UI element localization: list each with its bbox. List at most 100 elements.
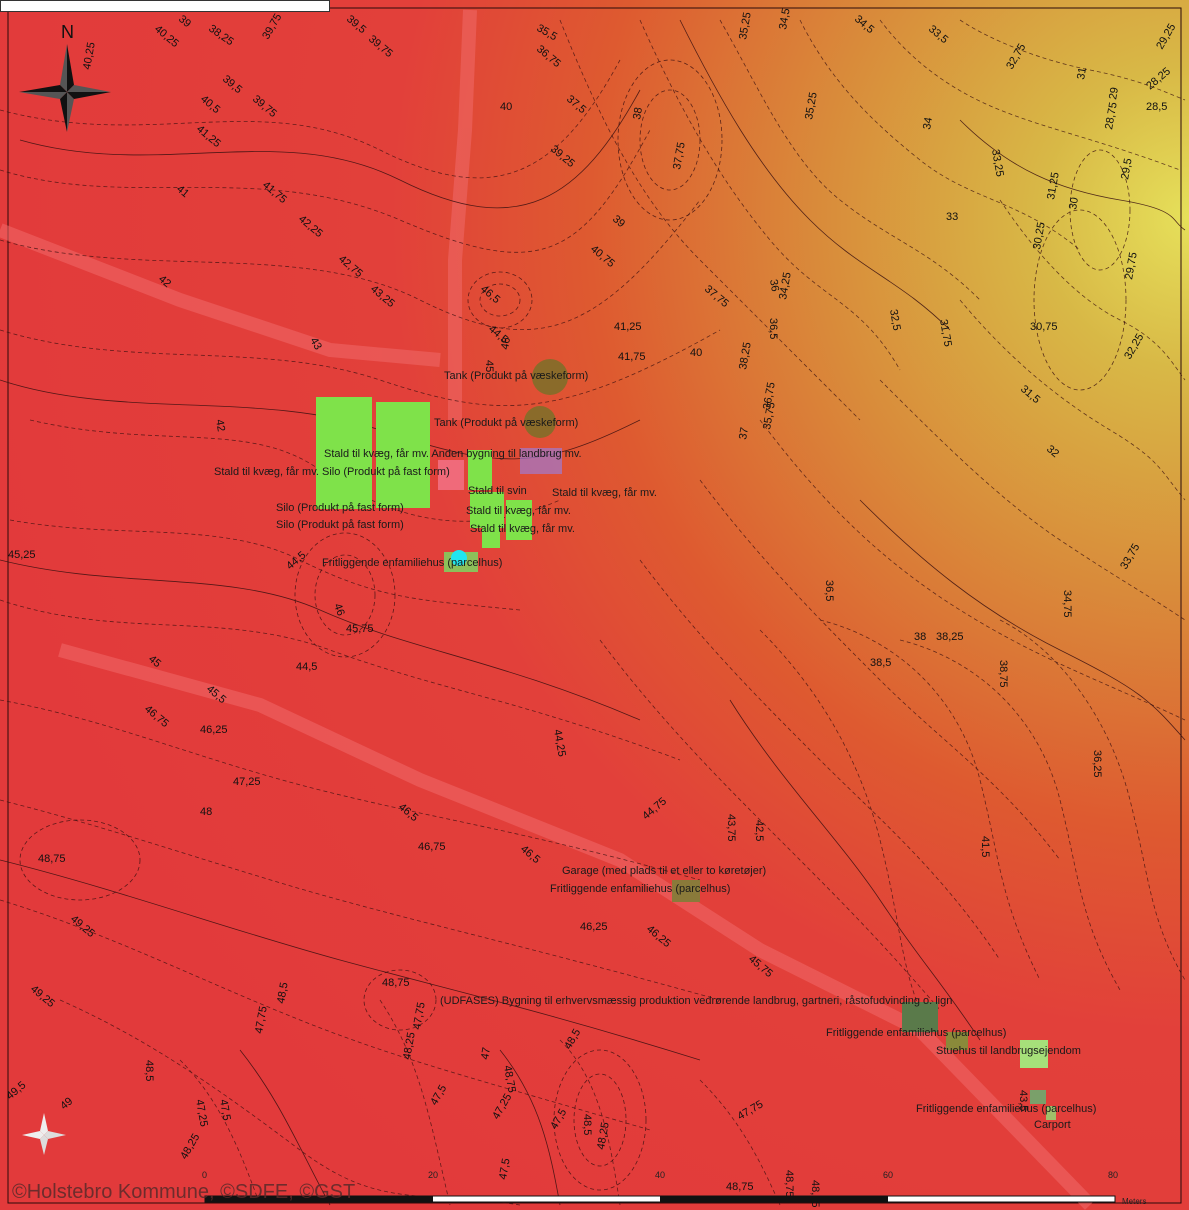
building-stald-3[interactable]: [520, 448, 562, 474]
contour-label: 46,25: [580, 921, 608, 933]
contour-label: 45,75: [346, 623, 374, 635]
contour-label: 48: [200, 806, 212, 818]
contour-label: 48,75: [38, 853, 66, 865]
building-anden[interactable]: [438, 460, 464, 490]
contour-lines: [0, 19, 1186, 1206]
building-tank-1[interactable]: [532, 359, 568, 395]
contour-label: 34: [921, 116, 935, 130]
contour-label: 38: [914, 631, 926, 643]
contour-label: 32,5: [887, 308, 903, 331]
contour-label: 36: [767, 278, 781, 292]
building-stald-2[interactable]: [376, 402, 430, 508]
building-stald-1[interactable]: [316, 397, 372, 509]
contour-label: 46: [499, 336, 513, 350]
contour-label: 29: [1107, 86, 1121, 100]
contour-label: 34,5: [777, 7, 793, 30]
building-stuehus[interactable]: [1020, 1040, 1048, 1068]
contour-label: 36,25: [1091, 750, 1103, 778]
building-stald-5[interactable]: [506, 500, 532, 540]
contour-label: 29,75: [1123, 251, 1140, 280]
contour-label: 37,75: [671, 141, 688, 170]
building-label: Stald til svin: [468, 485, 527, 497]
contour-label: 48,75: [382, 977, 410, 989]
building-label: Stald til kvæg, får mv. Anden bygning ti…: [324, 448, 582, 460]
scale-unit: Meters: [1122, 1197, 1146, 1206]
contour-label: 28,75: [1103, 101, 1120, 130]
contour-label: 47,75: [411, 1001, 428, 1030]
contour-label: 48,75: [726, 1181, 754, 1193]
contour-label: 46: [331, 602, 346, 618]
contour-label: 43: [307, 336, 324, 353]
building-label: Silo (Produkt på fast form): [276, 519, 404, 531]
building-udfases[interactable]: [902, 1002, 938, 1032]
contour-label: 38,25: [936, 631, 964, 643]
contour-label: 35,25: [803, 91, 820, 120]
contour-label: 33,25: [989, 148, 1006, 177]
building-label: Fritliggende enfamiliehus (parcelhus): [916, 1103, 1096, 1115]
contour-label: 48,5: [275, 981, 291, 1004]
contour-label: 38: [631, 106, 645, 120]
building-label: Carport: [1034, 1119, 1071, 1131]
contour-label: 48,5: [143, 1060, 155, 1081]
contour-label: 47,25: [193, 1098, 210, 1127]
contour-label: 40: [690, 347, 702, 359]
contour-label: 47,5: [497, 1157, 513, 1180]
building-label: Fritliggende enfamiliehus (parcelhus): [550, 883, 730, 895]
building-label: Silo (Produkt på fast form): [276, 502, 404, 514]
contour-label: 42: [213, 418, 227, 432]
contour-label: 41,75: [618, 351, 646, 363]
contour-label: 35,75: [761, 401, 778, 430]
contour-label: 28,5: [1146, 101, 1167, 113]
contour-label: 40,25: [81, 41, 98, 70]
contour-label: 30,75: [1030, 321, 1058, 333]
contour-label: 34,75: [1061, 590, 1073, 618]
building-labels: Tank (Produkt på væskeform) Tank (Produkt…: [214, 370, 1096, 1131]
building-label: (UDFASES) Bygning til erhvervsmæssig pro…: [440, 995, 952, 1007]
contour-label: 47: [479, 1046, 493, 1060]
contour-label: 48,25: [809, 1180, 821, 1208]
location-marker[interactable]: [451, 550, 467, 566]
building-garage[interactable]: [672, 880, 700, 902]
contour-label: 45,25: [8, 549, 36, 561]
contour-label: 41,5: [979, 836, 991, 857]
map-frame: [7, 7, 1182, 1204]
building-carport[interactable]: [1046, 1106, 1056, 1120]
building-stald-6[interactable]: [482, 520, 500, 548]
building-house-2[interactable]: [946, 1032, 968, 1050]
scale-tick-80: 80: [1108, 1170, 1118, 1180]
contour-label: 46,75: [418, 841, 446, 853]
contour-label: 48,75: [501, 1064, 518, 1093]
small-north-arrow: [22, 1113, 66, 1155]
scale-bar: 0 20 40 60 80 Meters: [202, 1170, 1146, 1206]
contour-label: 44,5: [296, 661, 317, 673]
buildings: [316, 359, 1056, 1120]
contour-label: 34,25: [777, 271, 794, 300]
contour-label: 48,25: [401, 1031, 418, 1060]
scale-tick-20: 20: [428, 1170, 438, 1180]
north-label: N: [61, 22, 74, 42]
contour-label: 35,25: [737, 11, 754, 40]
building-label: Fritliggende enfamiliehus (parcelhus): [826, 1027, 1006, 1039]
contour-label: 36,5: [823, 580, 835, 601]
building-label: Fritliggende enfamiliehus (parcelhus): [322, 557, 502, 569]
contour-label: 37: [737, 426, 751, 440]
contour-label: 48,25: [595, 1121, 612, 1150]
copyright-text: ©Holstebro Kommune, ©SDFE, ©GST: [12, 1181, 355, 1203]
contour-label: 47,25: [233, 776, 261, 788]
building-label: Stald til kvæg, får mv.: [470, 523, 575, 535]
building-house-3[interactable]: [1030, 1090, 1046, 1104]
contour-label: 40: [500, 101, 512, 113]
contour-label: 31: [1075, 66, 1089, 80]
title-bar: [0, 0, 330, 12]
building-label: Garage (med plads til et eller to køretø…: [562, 865, 766, 877]
contour-label: 38,75: [997, 660, 1009, 688]
building-label: Stald til kvæg, får mv.: [552, 487, 657, 499]
contour-label: 44,25: [551, 728, 568, 757]
contour-label: 46,25: [200, 724, 228, 736]
scale-tick-0: 0: [202, 1170, 207, 1180]
building-svin[interactable]: [468, 450, 492, 490]
contour-label: 36,5: [767, 318, 779, 339]
building-tank-2[interactable]: [524, 406, 556, 438]
